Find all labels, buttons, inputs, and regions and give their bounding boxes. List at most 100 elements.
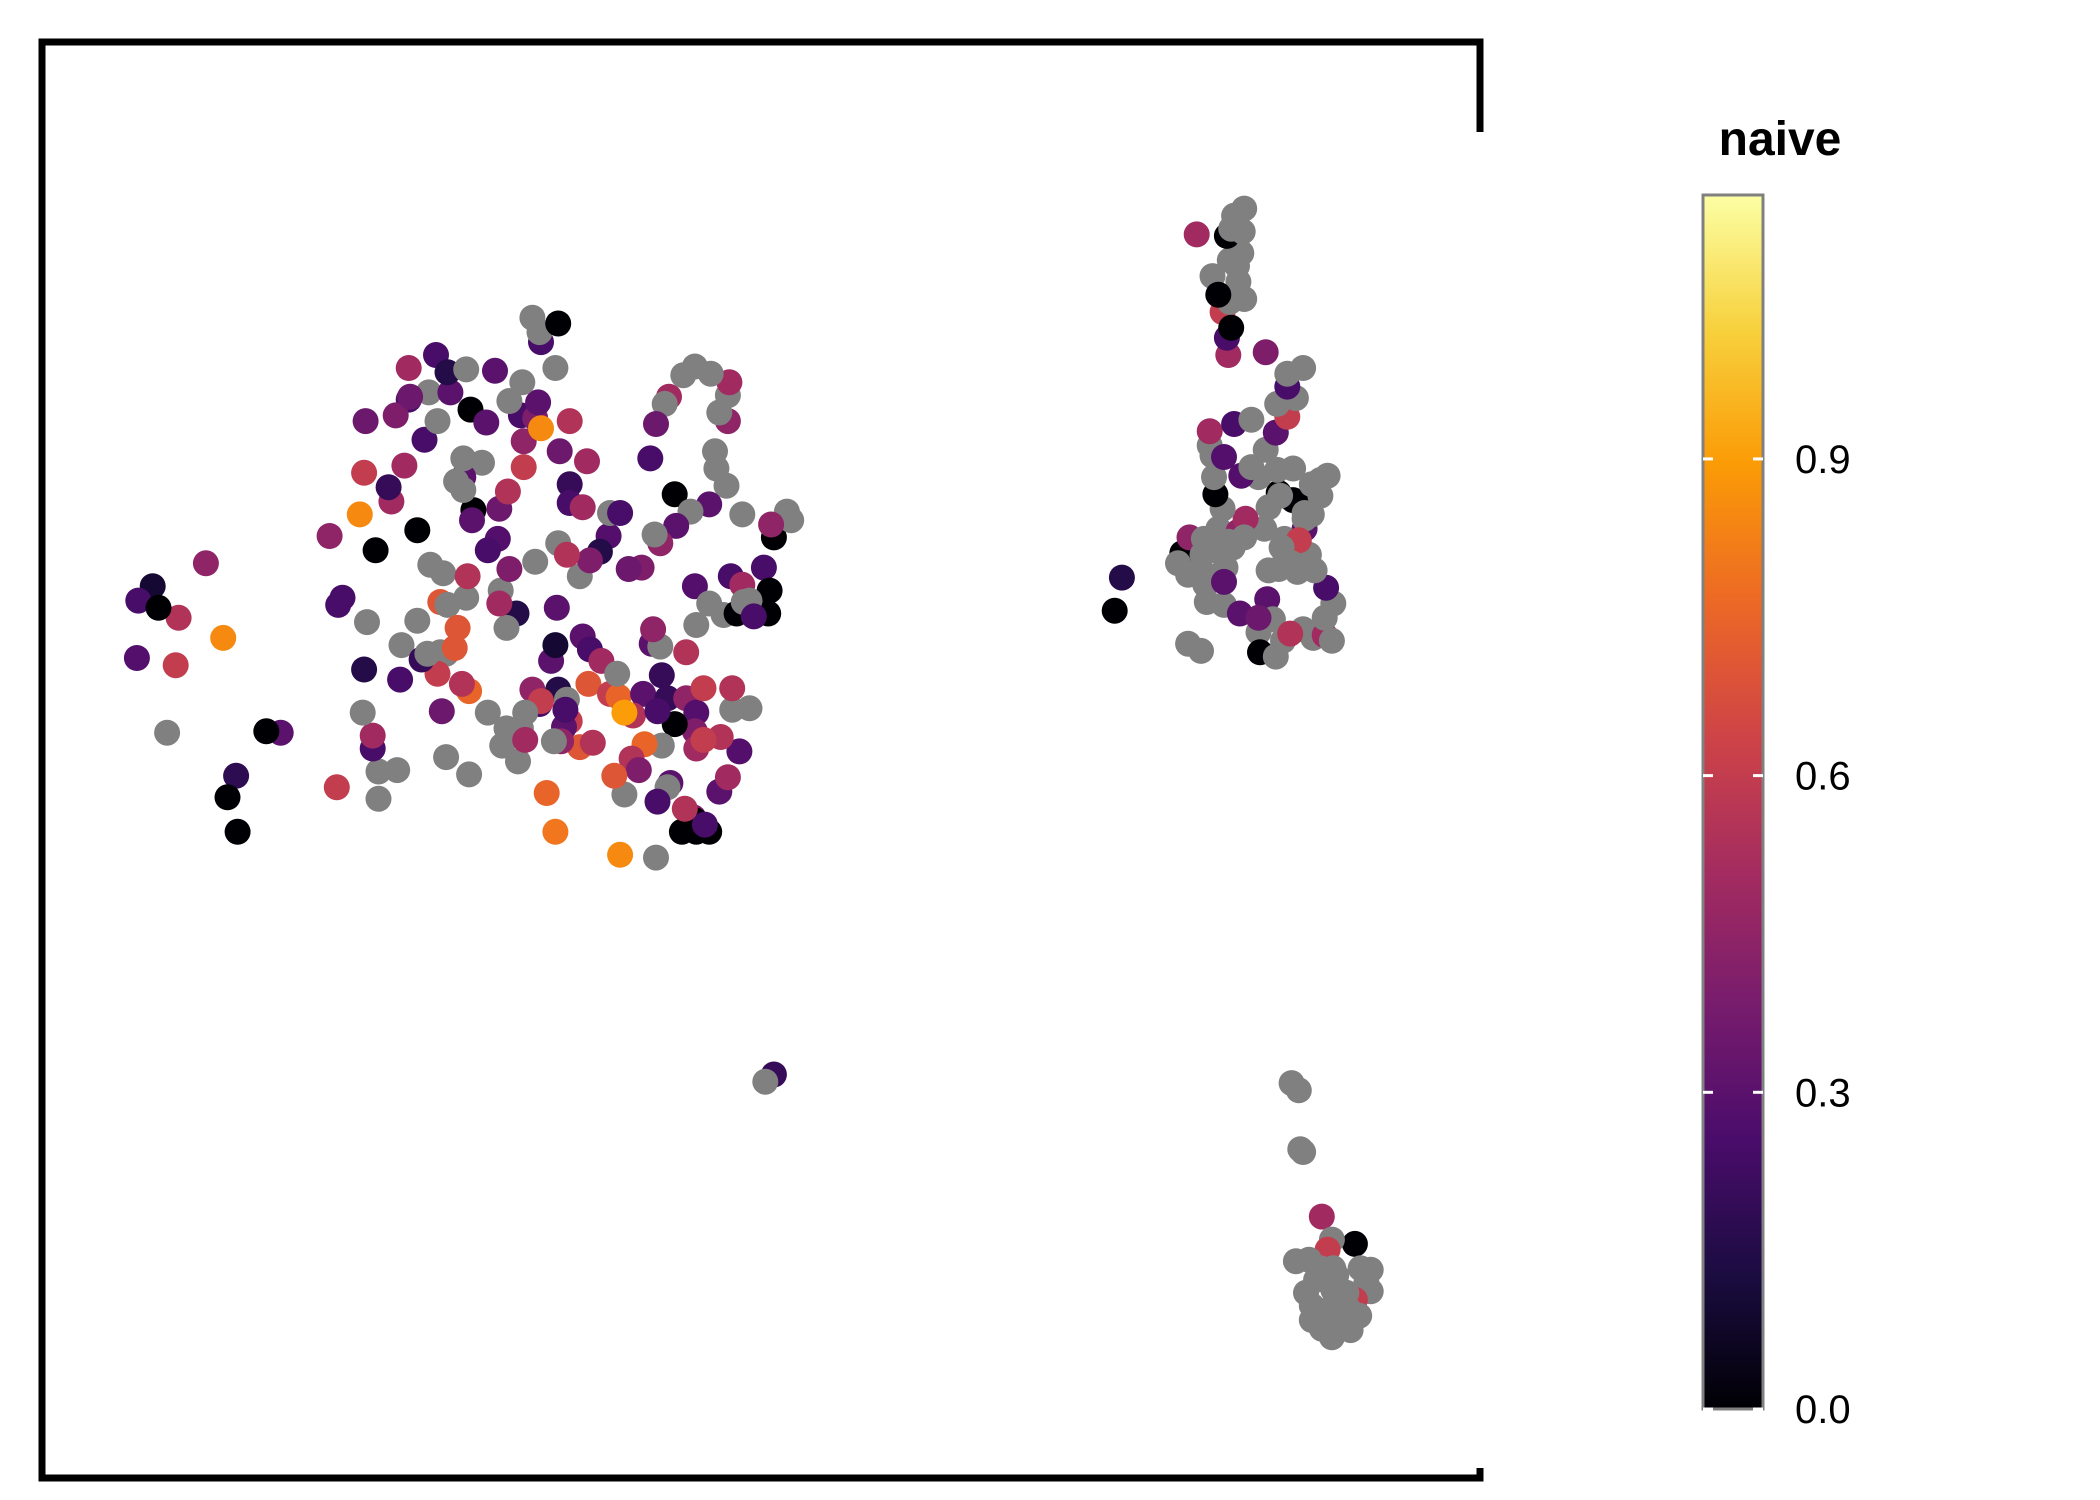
data-point bbox=[1205, 281, 1232, 308]
data-point bbox=[145, 594, 172, 621]
data-point bbox=[362, 537, 389, 564]
colorbar-legend: naive 0.0 0.3 0.6 0.9 bbox=[1701, 113, 1851, 1432]
data-point bbox=[316, 523, 343, 549]
data-point bbox=[354, 609, 380, 636]
data-point bbox=[1175, 561, 1202, 588]
data-point bbox=[391, 452, 418, 479]
data-point bbox=[1277, 620, 1304, 647]
data-point bbox=[640, 616, 667, 643]
data-point bbox=[1183, 221, 1210, 248]
data-point bbox=[510, 454, 537, 481]
data-point bbox=[1320, 1255, 1347, 1282]
data-point bbox=[1285, 1077, 1312, 1104]
colorbar-ticks: 0.0 0.3 0.6 0.9 bbox=[1703, 438, 1851, 1432]
data-point bbox=[454, 563, 481, 590]
data-point bbox=[1196, 418, 1223, 445]
data-point bbox=[352, 408, 379, 435]
data-point bbox=[1252, 339, 1279, 366]
data-point bbox=[1238, 406, 1265, 433]
panel-border bbox=[38, 38, 1484, 1482]
data-point bbox=[165, 604, 192, 631]
data-point bbox=[1245, 604, 1272, 631]
data-point bbox=[542, 632, 569, 659]
data-point bbox=[736, 695, 763, 722]
data-point bbox=[1333, 1279, 1360, 1306]
data-point bbox=[489, 732, 516, 759]
data-point bbox=[601, 762, 628, 789]
data-point bbox=[382, 402, 409, 429]
data-point bbox=[486, 590, 513, 617]
data-point bbox=[450, 445, 477, 472]
data-point bbox=[1341, 1230, 1368, 1257]
data-point bbox=[756, 577, 783, 604]
data-point bbox=[433, 744, 460, 771]
data-point bbox=[359, 722, 386, 749]
data-point bbox=[615, 556, 642, 582]
data-point bbox=[1308, 1203, 1335, 1230]
data-point bbox=[397, 383, 424, 410]
data-point bbox=[351, 459, 378, 486]
data-point bbox=[576, 547, 603, 574]
data-point bbox=[575, 670, 602, 697]
colorbar-tick-label: 0.9 bbox=[1795, 438, 1851, 482]
data-point bbox=[482, 357, 508, 384]
data-point bbox=[641, 521, 668, 548]
data-point bbox=[552, 696, 579, 723]
data-point bbox=[671, 795, 698, 822]
data-point bbox=[625, 757, 652, 784]
data-point bbox=[1201, 464, 1227, 491]
data-point bbox=[375, 474, 402, 501]
data-point bbox=[1298, 501, 1325, 528]
data-point bbox=[691, 811, 718, 838]
data-point bbox=[690, 726, 717, 753]
data-point bbox=[740, 603, 767, 630]
data-point bbox=[702, 438, 728, 465]
data-point bbox=[542, 355, 569, 381]
data-point bbox=[1314, 462, 1341, 489]
data-point bbox=[443, 468, 470, 495]
data-point bbox=[1232, 505, 1259, 532]
data-point bbox=[607, 500, 634, 526]
data-point bbox=[630, 680, 657, 707]
data-point bbox=[681, 573, 708, 600]
data-point bbox=[474, 699, 501, 726]
legend-title: naive bbox=[1719, 113, 1842, 166]
data-point bbox=[1231, 195, 1258, 222]
points-layer bbox=[123, 195, 1384, 1351]
data-point bbox=[434, 591, 461, 618]
data-point bbox=[553, 541, 580, 568]
data-point bbox=[428, 698, 455, 725]
data-point bbox=[644, 698, 671, 725]
data-point bbox=[125, 587, 152, 614]
data-point bbox=[493, 614, 520, 641]
data-point bbox=[223, 762, 250, 789]
data-point bbox=[224, 818, 251, 845]
data-point bbox=[758, 511, 785, 538]
data-point bbox=[1218, 314, 1245, 341]
data-point bbox=[528, 415, 554, 442]
data-point bbox=[473, 409, 500, 436]
data-point bbox=[346, 501, 373, 528]
data-point bbox=[661, 481, 688, 508]
data-point bbox=[574, 448, 600, 475]
data-point bbox=[579, 729, 606, 756]
data-point bbox=[329, 584, 356, 611]
data-point bbox=[505, 748, 531, 775]
data-point bbox=[214, 784, 241, 811]
data-point bbox=[1318, 627, 1345, 654]
data-point bbox=[1284, 558, 1311, 585]
data-point bbox=[670, 362, 697, 389]
data-point bbox=[387, 666, 414, 693]
data-point bbox=[569, 494, 596, 521]
data-point bbox=[1318, 1324, 1345, 1351]
data-point bbox=[604, 660, 631, 687]
data-point bbox=[404, 607, 431, 634]
data-point bbox=[533, 780, 560, 806]
data-point bbox=[1216, 247, 1243, 274]
colorbar-tick-label: 0.0 bbox=[1795, 1388, 1851, 1432]
data-point bbox=[496, 556, 523, 582]
data-point bbox=[1238, 454, 1265, 481]
data-point bbox=[474, 537, 501, 564]
data-point bbox=[437, 379, 464, 406]
data-point bbox=[448, 670, 475, 697]
